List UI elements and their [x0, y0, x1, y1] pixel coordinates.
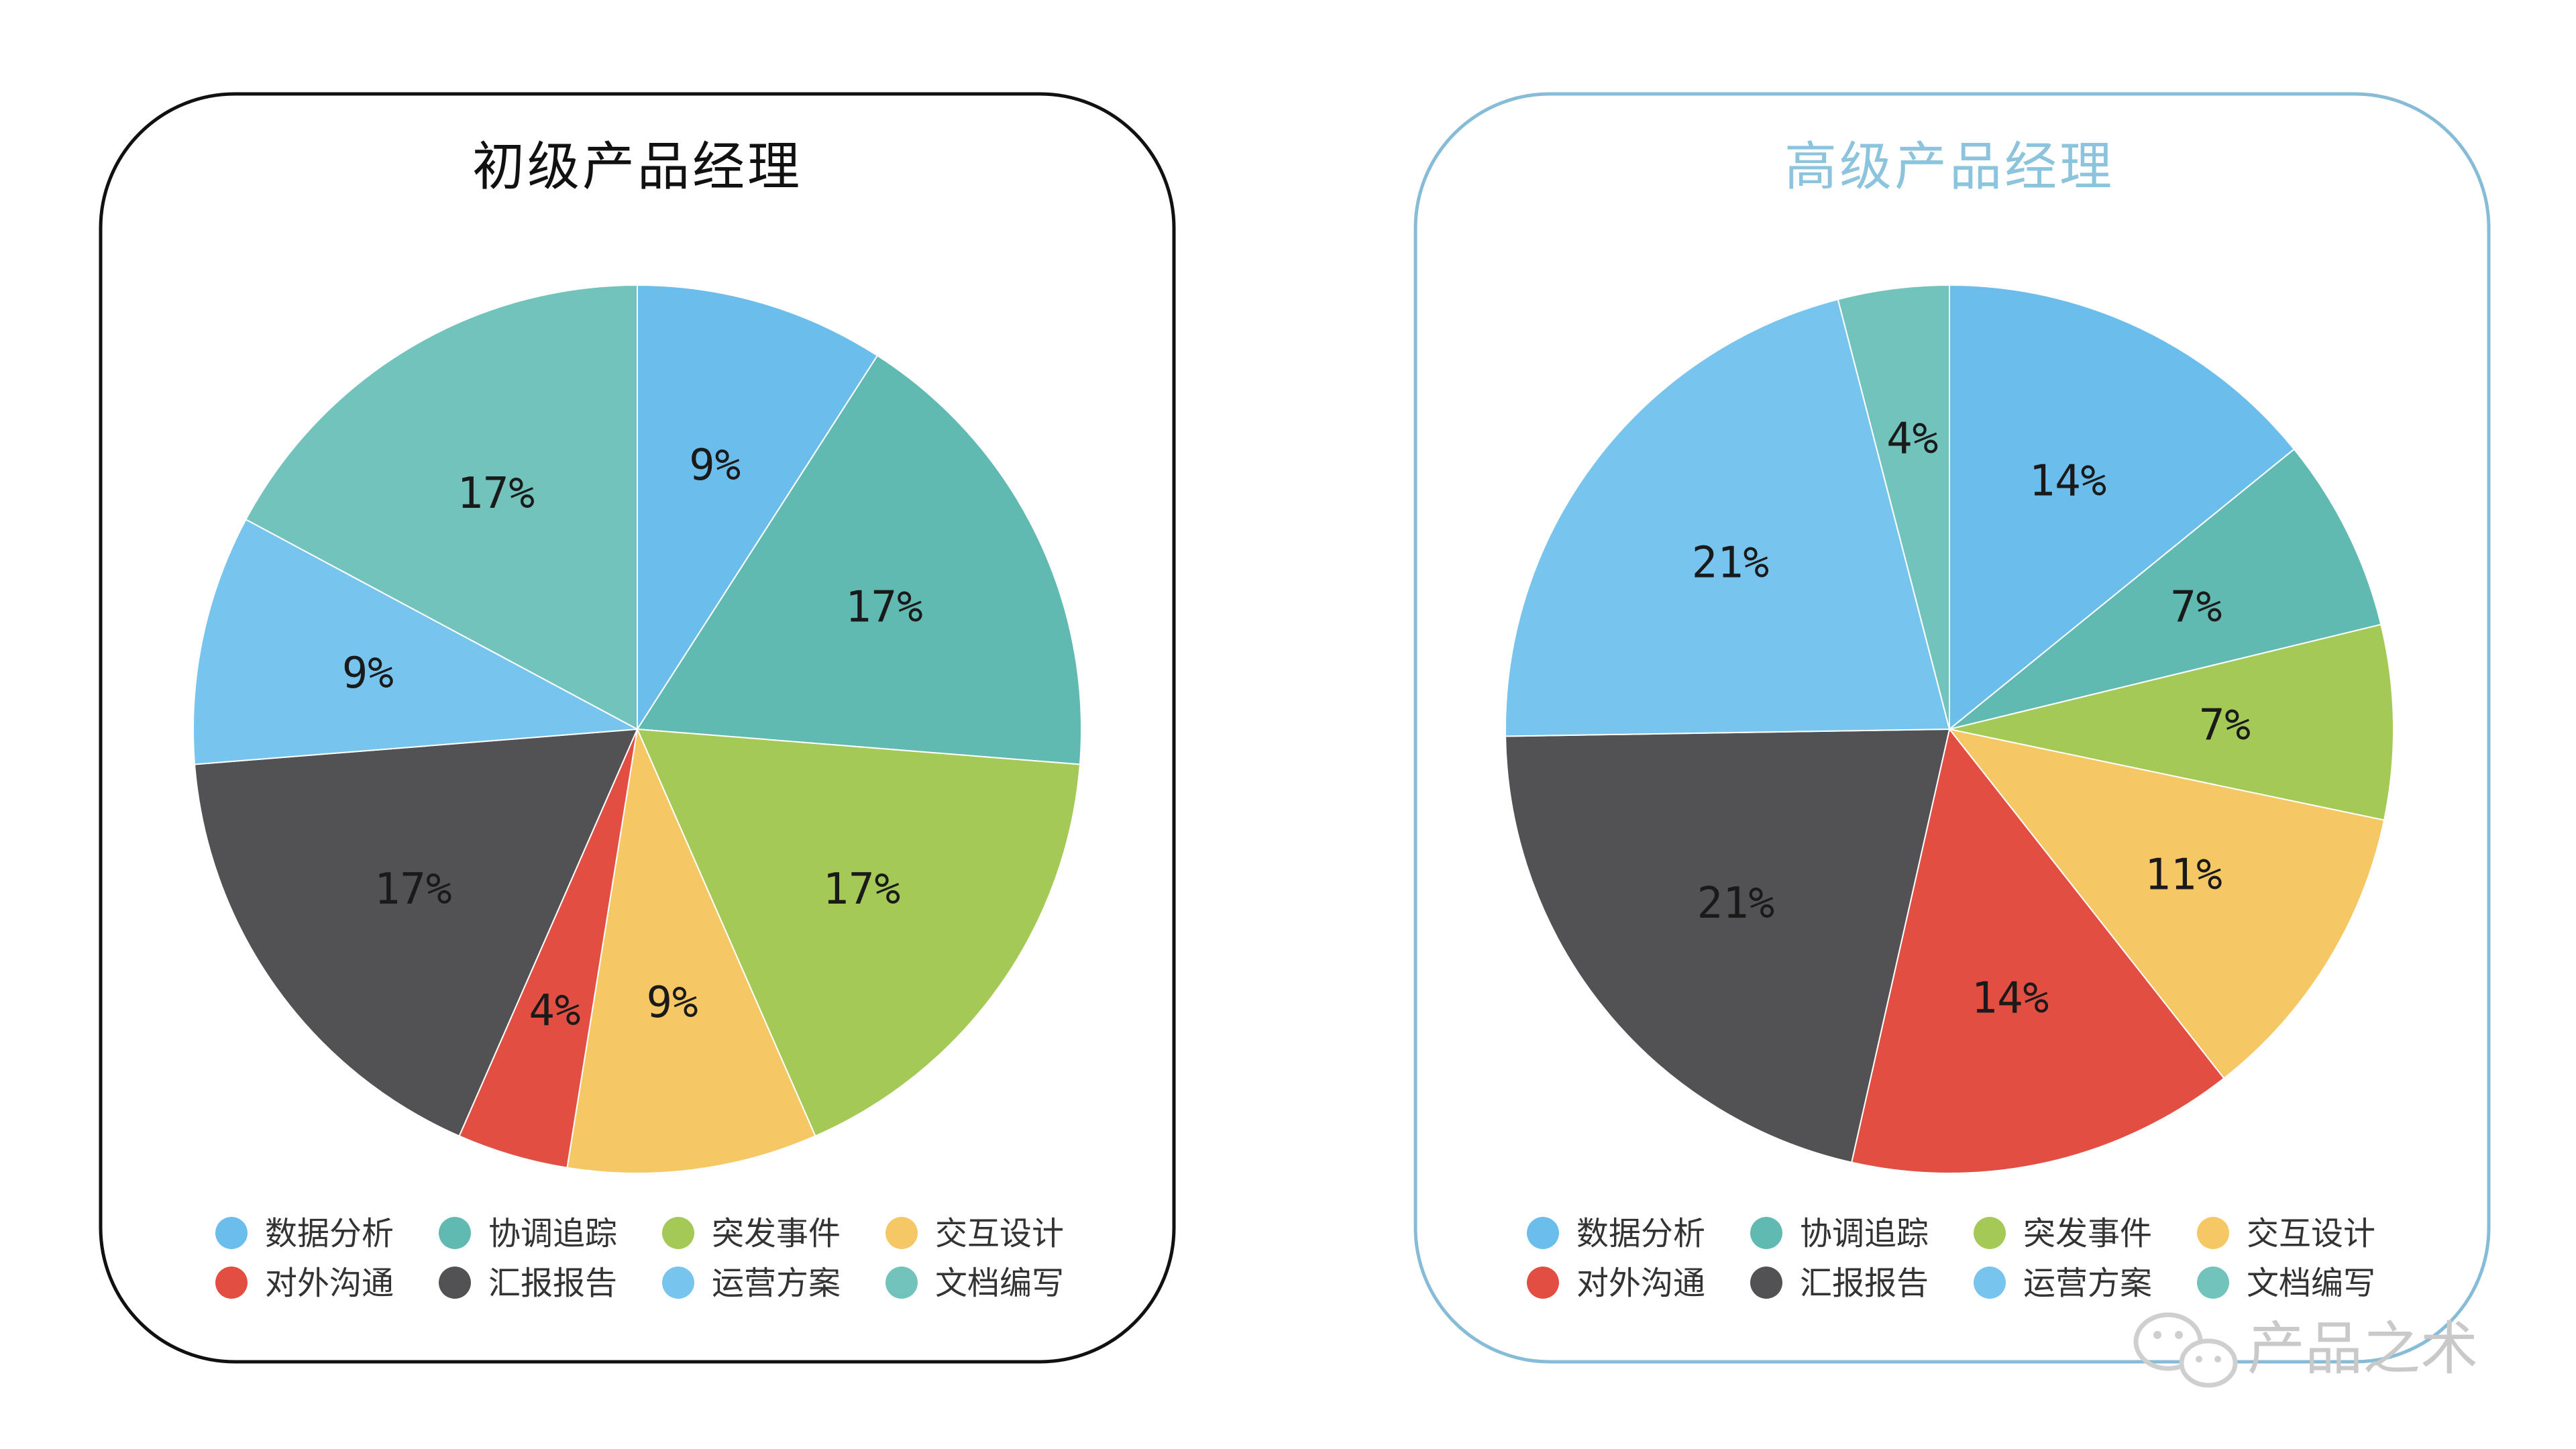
legend-swatch — [2197, 1217, 2229, 1249]
slice-label: 14% — [1972, 973, 2049, 1023]
legend-swatch — [885, 1217, 918, 1249]
slice-label: 11% — [2145, 850, 2222, 900]
pie-chart-junior: 初级产品经理 9% 17% 17% 9% 4% 17% 9% 17% 数据分析 协调追踪 突发事件 交互… — [99, 92, 1176, 1364]
legend-label: 突发事件 — [712, 1215, 841, 1252]
legend-item: 运营方案 — [662, 1265, 841, 1302]
legend-label: 汇报报告 — [1800, 1265, 1929, 1302]
legend-item: 协调追踪 — [1750, 1215, 1929, 1252]
legend-item: 运营方案 — [1974, 1265, 2152, 1302]
legend-swatch — [215, 1217, 248, 1249]
pie-slice — [636, 354, 1082, 765]
legend-swatch — [1974, 1267, 2006, 1299]
slice-label: 4% — [1886, 415, 1938, 464]
legend-swatch — [662, 1217, 694, 1249]
legend-swatch — [439, 1217, 471, 1249]
card-frame — [99, 92, 1176, 1364]
slice-label: 21% — [1692, 538, 1770, 588]
legend-item: 交互设计 — [2197, 1215, 2375, 1252]
pie-slice — [566, 727, 816, 1174]
legend-item: 文档编写 — [2197, 1265, 2375, 1302]
pie-slice — [1947, 728, 2385, 1079]
legend-label: 文档编写 — [935, 1265, 1064, 1302]
slice-label: 17% — [845, 583, 923, 633]
pie-slice — [193, 519, 640, 765]
legend-item: 汇报报告 — [439, 1265, 617, 1302]
pie-slice — [1850, 727, 2225, 1174]
legend-swatch — [1750, 1217, 1782, 1249]
legend-swatch — [1974, 1217, 2006, 1249]
watermark: 产品之术 — [2133, 1312, 2478, 1388]
slice-label: 21% — [1697, 879, 1775, 928]
slice-label: 9% — [646, 978, 698, 1028]
legend-item: 交互设计 — [885, 1215, 1064, 1252]
legend-label: 运营方案 — [712, 1265, 841, 1302]
legend-swatch — [1527, 1267, 1559, 1299]
pie-slice — [245, 284, 638, 731]
slice-label: 9% — [342, 649, 394, 698]
legend-label: 文档编写 — [2247, 1265, 2375, 1302]
legend-swatch — [662, 1267, 694, 1299]
legend-item: 突发事件 — [662, 1215, 841, 1252]
pie-slice — [1505, 299, 1951, 737]
slice-label: 4% — [529, 986, 580, 1036]
pie-slice — [194, 728, 639, 1137]
pie-slice — [1505, 728, 1951, 1163]
legend-swatch — [439, 1267, 471, 1299]
card-frame — [1413, 92, 2491, 1364]
legend-label: 数据分析 — [1576, 1215, 1705, 1252]
legend-label: 交互设计 — [2247, 1215, 2375, 1252]
slice-label: 17% — [457, 469, 535, 519]
legend-label: 突发事件 — [2023, 1215, 2152, 1252]
pie-chart-senior: 高级产品经理 14% 7% 7% 11% 14% 21% 21% 4% 数据分析 协调追踪 突发事件 交… — [1413, 92, 2491, 1364]
legend-item: 突发事件 — [1974, 1215, 2152, 1252]
slice-label: 9% — [689, 441, 741, 490]
wechat-icon — [2133, 1312, 2238, 1388]
legend-label: 数据分析 — [265, 1215, 394, 1252]
legend-label: 运营方案 — [2023, 1265, 2152, 1302]
chart-title: 初级产品经理 — [472, 137, 802, 197]
pie-slice — [1949, 623, 2394, 821]
chart-title: 高级产品经理 — [1784, 137, 2114, 197]
legend-item: 数据分析 — [1527, 1215, 1705, 1252]
legend-item: 文档编写 — [885, 1265, 1064, 1302]
slice-label: 7% — [2170, 583, 2222, 633]
legend-label: 汇报报告 — [488, 1265, 617, 1302]
legend-swatch — [215, 1267, 248, 1299]
legend-label: 对外沟通 — [1576, 1265, 1705, 1302]
slice-label: 17% — [374, 865, 452, 914]
pie-slice — [637, 284, 879, 732]
legend-item: 对外沟通 — [1527, 1265, 1705, 1302]
legend-label: 交互设计 — [935, 1215, 1064, 1252]
slice-label: 7% — [2199, 701, 2251, 751]
pie-slice — [1949, 448, 2382, 730]
legend-swatch — [885, 1267, 918, 1299]
legend-item: 数据分析 — [215, 1215, 394, 1252]
legend-swatch — [2197, 1267, 2229, 1299]
legend-label: 协调追踪 — [1800, 1215, 1929, 1252]
pie-slice — [636, 728, 1081, 1137]
legend-label: 协调追踪 — [488, 1215, 617, 1252]
legend-item: 对外沟通 — [215, 1265, 394, 1302]
slice-label: 17% — [823, 865, 901, 914]
watermark-text: 产品之术 — [2247, 1316, 2478, 1383]
pie-slice — [1949, 284, 2296, 731]
legend-label: 对外沟通 — [265, 1265, 394, 1302]
pie-slice — [1837, 284, 1950, 730]
legend-swatch — [1750, 1267, 1782, 1299]
legend-item: 汇报报告 — [1750, 1265, 1929, 1302]
legend-swatch — [1527, 1217, 1559, 1249]
slice-label: 14% — [2029, 456, 2107, 506]
legend-item: 协调追踪 — [439, 1215, 617, 1252]
